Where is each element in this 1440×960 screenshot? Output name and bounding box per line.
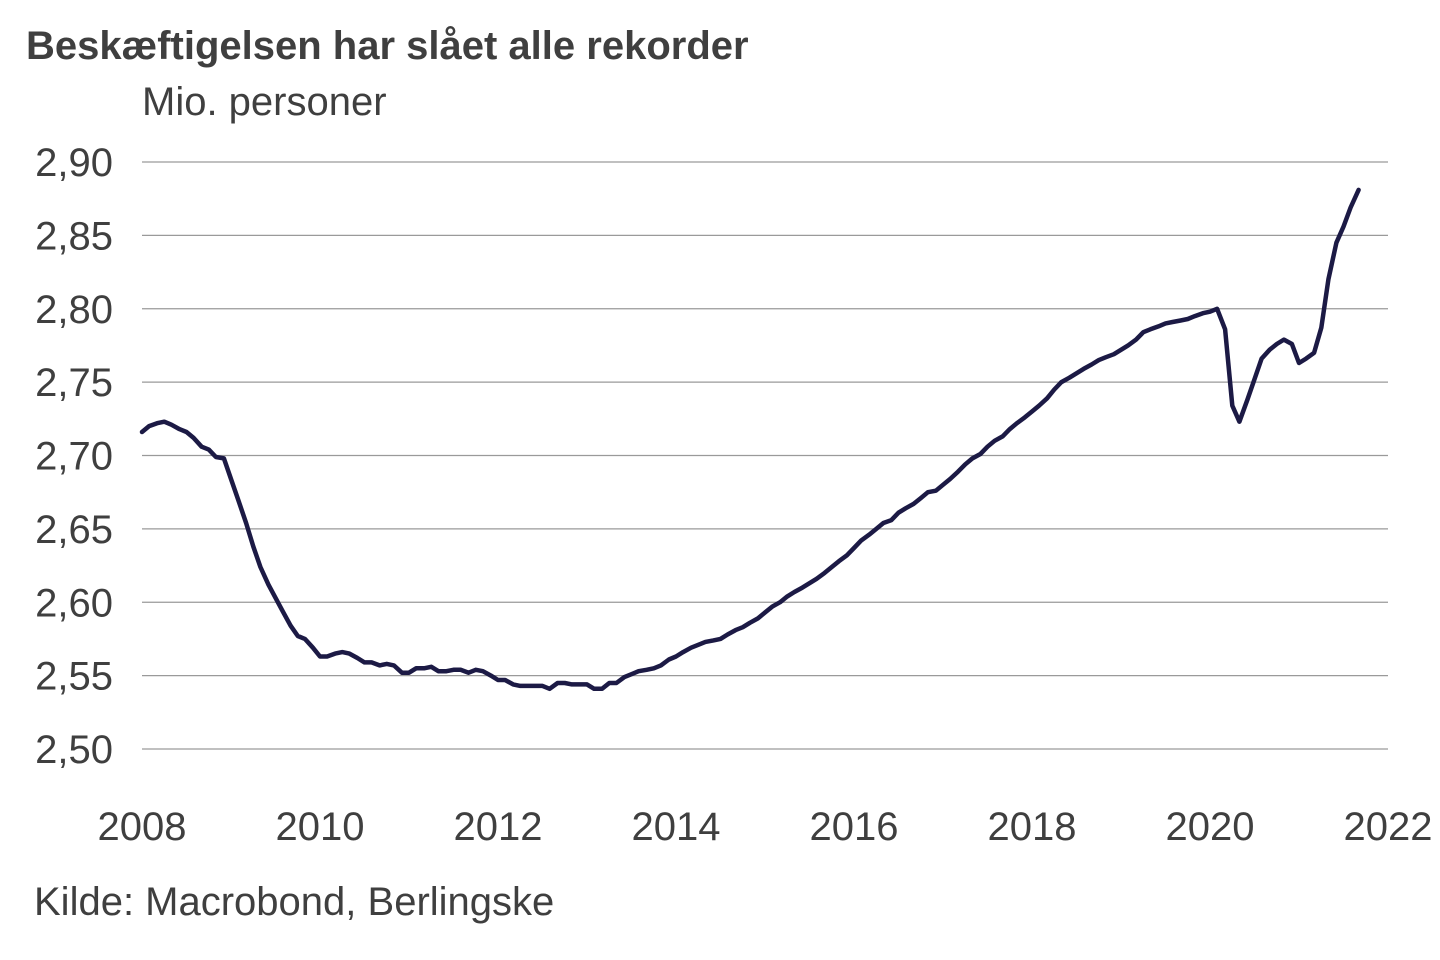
x-tick-label: 2012 xyxy=(454,805,543,849)
x-tick-label: 2014 xyxy=(632,805,721,849)
y-tick-label: 2,90 xyxy=(35,141,113,185)
y-tick-label: 2,55 xyxy=(35,655,113,699)
x-tick-label: 2020 xyxy=(1166,805,1255,849)
x-tick-label: 2018 xyxy=(988,805,1077,849)
series-layer xyxy=(139,187,1361,692)
x-axis-ticks: 2008 2010 2012 2014 2016 2018 2020 2022 xyxy=(98,805,1433,849)
x-tick-label: 2010 xyxy=(276,805,365,849)
y-tick-label: 2,80 xyxy=(35,288,113,332)
x-tick-label: 2008 xyxy=(98,805,187,849)
series-line-0 xyxy=(139,187,1361,692)
y-tick-label: 2,60 xyxy=(35,581,113,625)
y-tick-label: 2,50 xyxy=(35,728,113,772)
y-tick-label: 2,85 xyxy=(35,214,113,258)
y-axis-ticks: 2,50 2,55 2,60 2,65 2,70 2,75 2,80 2,85 2,90 xyxy=(35,141,113,772)
y-tick-label: 2,70 xyxy=(35,435,113,479)
source-note: Kilde: Macrobond, Berlingske xyxy=(34,880,555,924)
y-tick-label: 2,75 xyxy=(35,361,113,405)
x-tick-label: 2022 xyxy=(1344,805,1433,849)
y-axis-unit-label: Mio. personer xyxy=(142,80,387,124)
gridlines xyxy=(142,161,1388,750)
y-tick-label: 2,65 xyxy=(35,508,113,552)
x-tick-label: 2016 xyxy=(810,805,899,849)
chart-title: Beskæftigelsen har slået alle rekorder xyxy=(26,24,749,68)
